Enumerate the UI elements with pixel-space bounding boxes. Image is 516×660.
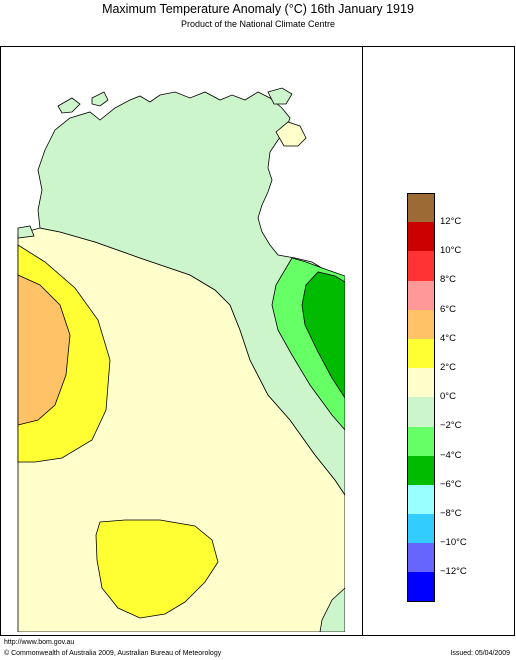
legend-label: −12°C [440, 566, 467, 577]
legend-label: −4°C [440, 450, 462, 461]
legend-swatch [407, 543, 435, 573]
legend-swatch [407, 426, 435, 456]
east-dark-green [301, 271, 345, 399]
west-orange [17, 274, 71, 426]
legend-swatch [407, 572, 435, 602]
map-subtitle: Product of the National Climate Centre [180, 19, 336, 29]
island-1 [57, 97, 81, 114]
south-yellow [95, 519, 219, 619]
legend-label: −2°C [440, 420, 462, 431]
website-link[interactable]: http://www.bom.gov.au [4, 639, 75, 646]
legend-label: 2°C [440, 362, 456, 373]
map-title: Maximum Temperature Anomaly (°C) 16th Ja… [102, 2, 414, 16]
color-legend [407, 193, 435, 602]
island-3 [267, 87, 293, 105]
legend-swatch [407, 309, 435, 339]
southeast-green [319, 587, 345, 632]
legend-swatch [407, 514, 435, 544]
legend-swatch [407, 338, 435, 369]
legend-label: −6°C [440, 479, 462, 490]
legend-swatch [407, 368, 435, 398]
copyright-notice: © Commonwealth of Australia 2009, Austra… [4, 650, 222, 657]
legend-label: 0°C [440, 391, 456, 402]
legend-swatch [407, 251, 435, 281]
coast-islet-west [17, 225, 35, 239]
legend-label: 12°C [440, 216, 462, 227]
legend-swatch [407, 455, 435, 485]
legend-label: −10°C [440, 537, 467, 548]
legend-swatch [407, 193, 435, 223]
legend-divider [362, 46, 363, 636]
map-frame [0, 46, 515, 636]
legend-label: 4°C [440, 333, 456, 344]
issued-date: Issued: 05/04/2009 [450, 650, 510, 657]
legend-swatch [407, 484, 435, 515]
legend-label: 6°C [440, 304, 456, 315]
legend-label: 8°C [440, 274, 456, 285]
north-green-region [37, 91, 345, 496]
legend-label: −8°C [440, 508, 462, 519]
legend-swatch [407, 222, 435, 252]
legend-swatch [407, 280, 435, 310]
island-cream [275, 121, 307, 147]
legend-label: 10°C [440, 245, 462, 256]
legend-swatch [407, 397, 435, 427]
island-2 [91, 91, 109, 107]
